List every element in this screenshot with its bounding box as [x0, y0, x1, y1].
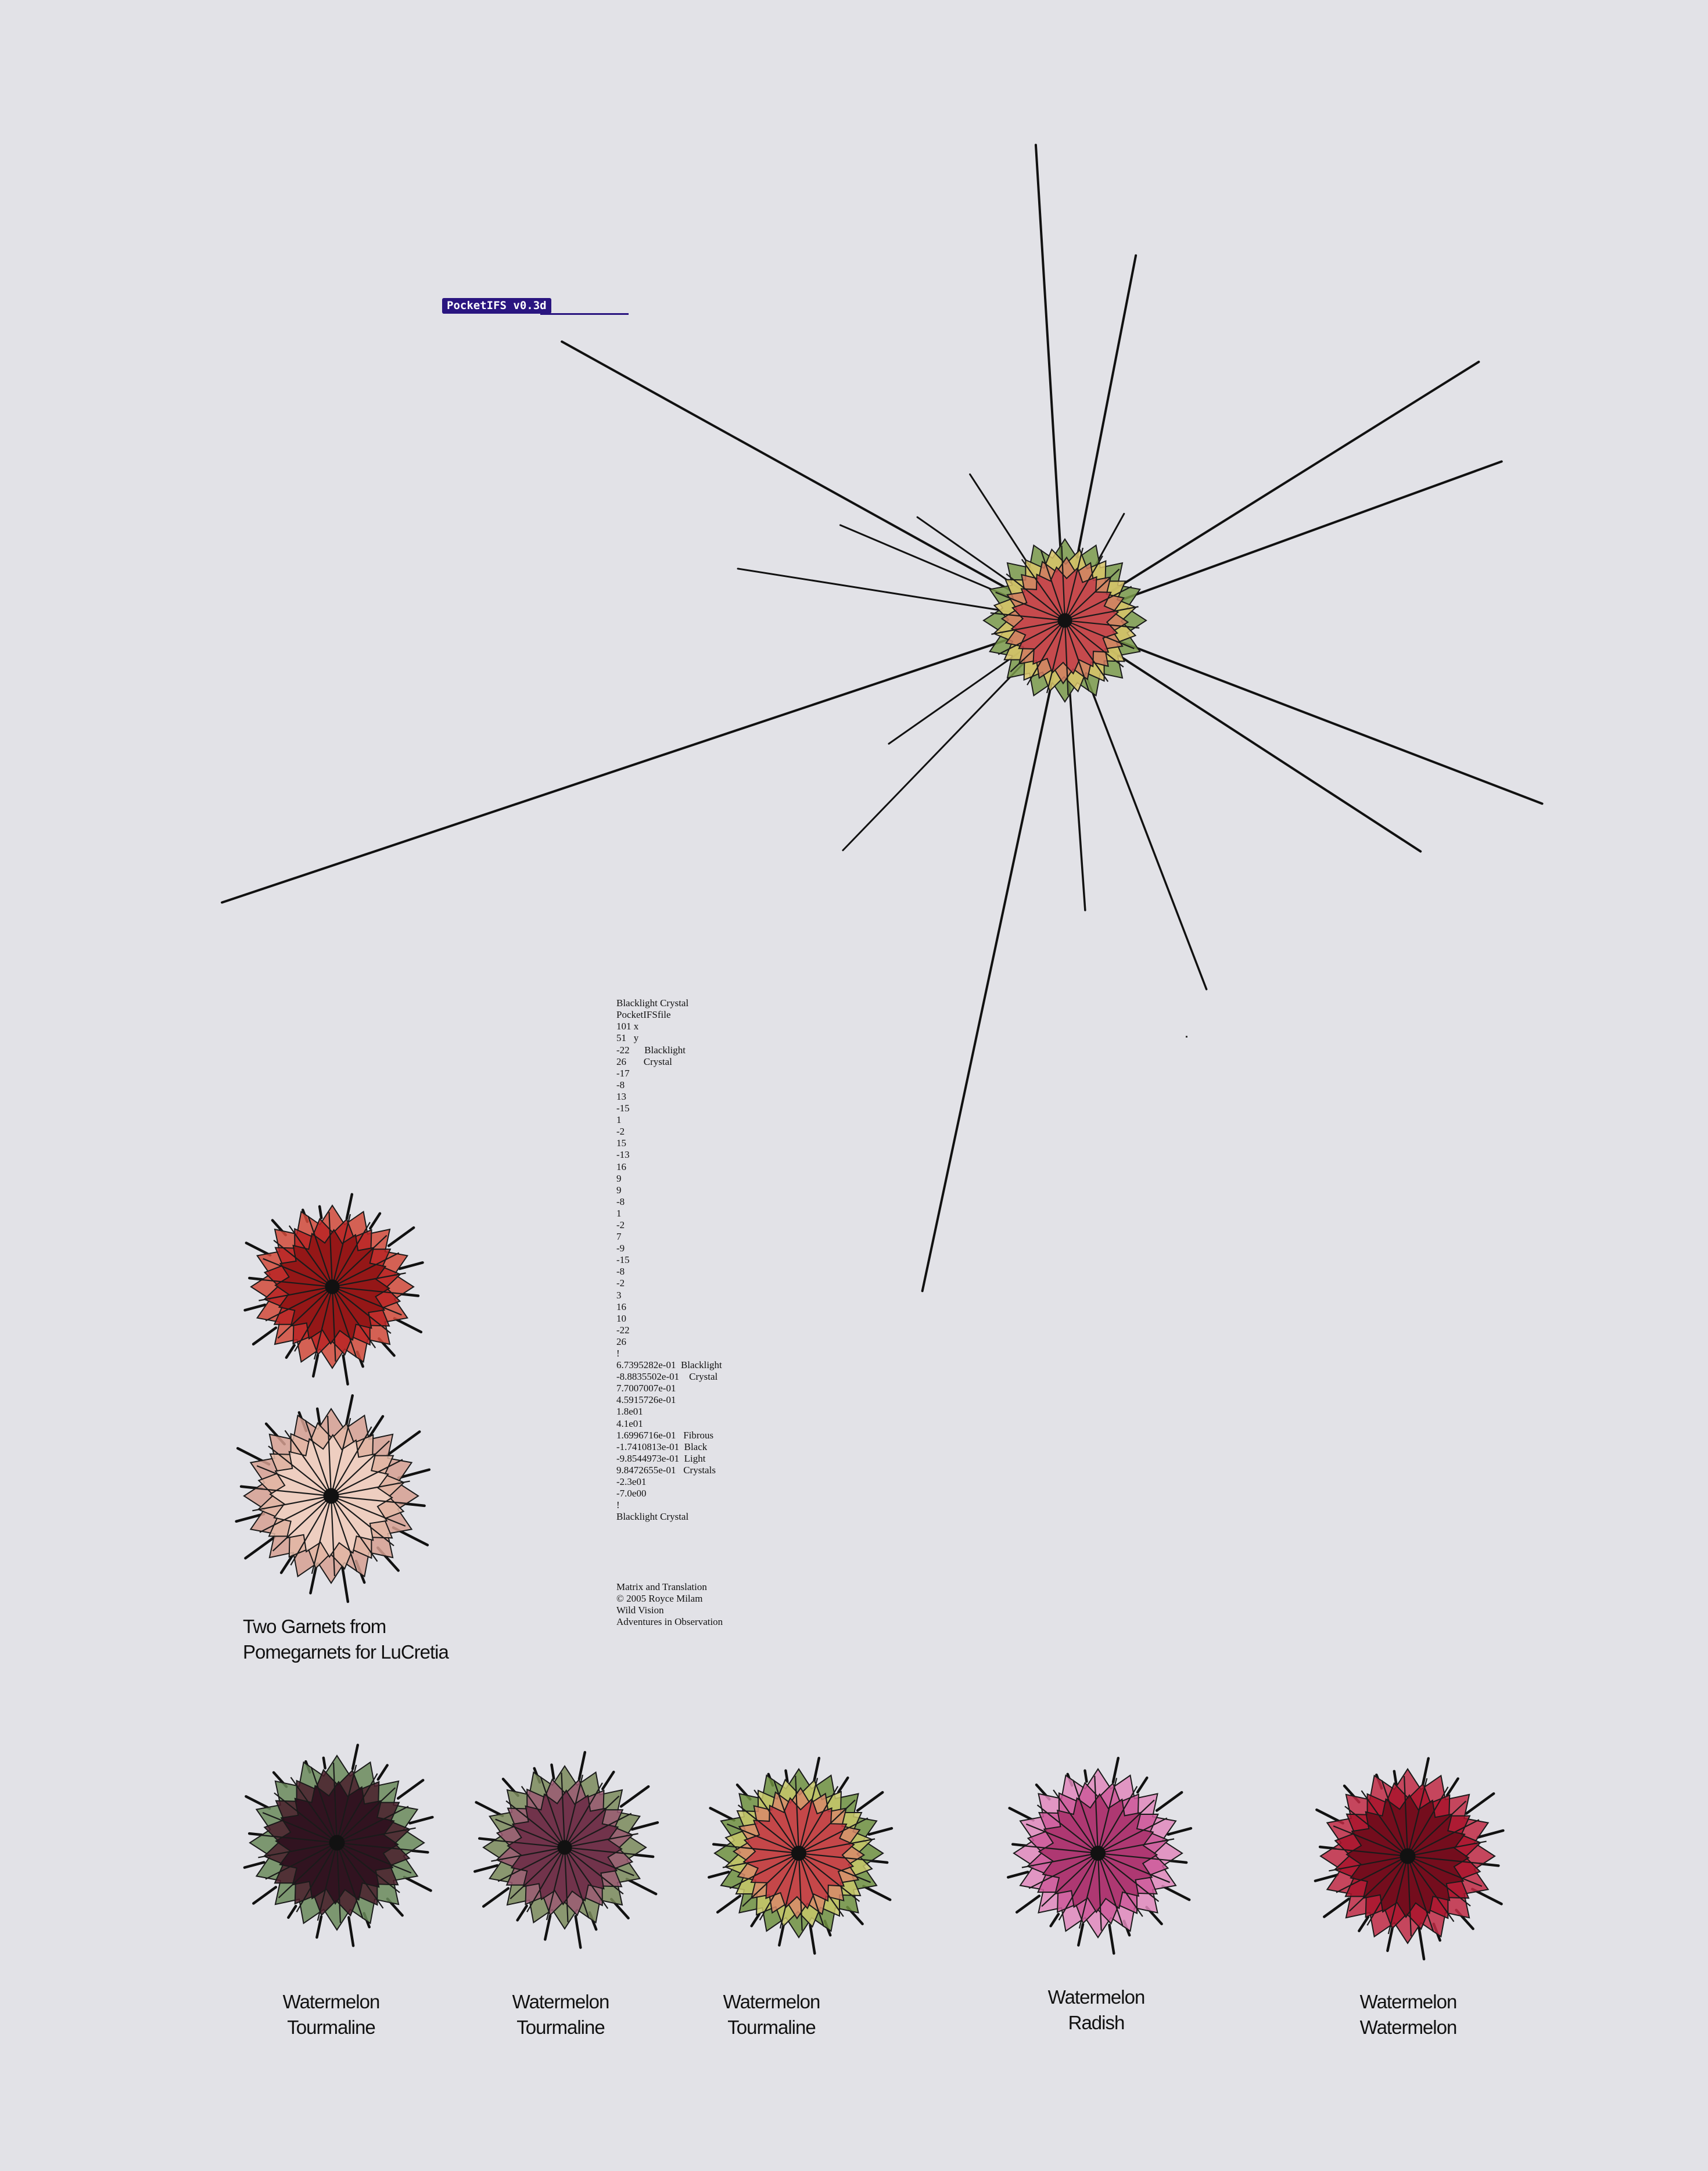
caption-line: Tourmaline [287, 2016, 375, 2038]
caption-line: Watermelon [1359, 2016, 1458, 2038]
watermelon-fractal [1314, 1757, 1505, 1961]
parameter-line: -9 [616, 1243, 625, 1254]
radish-fractal [1007, 1757, 1193, 1955]
parameter-line: 101 x [616, 1021, 639, 1032]
parameter-line: 15 [616, 1137, 626, 1149]
tourmaline-fractal [473, 1751, 659, 1949]
parameter-line: -22 [616, 1324, 630, 1336]
caption-watermelon-tourmaline-3: Watermelon Tourmaline [696, 1989, 847, 2040]
parameter-line: -15 [616, 1254, 630, 1266]
caption-line: Radish [1068, 2012, 1125, 2033]
parameter-footer-line: Matrix and Translation [616, 1581, 707, 1592]
parameter-line: 16 [616, 1161, 626, 1172]
parameter-line: -1.7410813e-01 Black [616, 1441, 708, 1452]
parameter-line: 6.7395282e-01 Blacklight [616, 1359, 722, 1371]
caption-line: Watermelon [282, 1991, 381, 2012]
caption-line: Pomegarnets for LuCretia [243, 1641, 449, 1663]
caption-two-garnets: Two Garnets from Pomegarnets for LuCreti… [243, 1614, 449, 1665]
parameter-line: -22 Blacklight [616, 1044, 686, 1056]
caption-line: Watermelon [512, 1991, 610, 2012]
parameter-line: 26 Crystal [616, 1056, 672, 1067]
parameter-line: -8 [616, 1266, 625, 1278]
parameter-line: 4.1e01 [616, 1418, 643, 1429]
parameter-line: -9.8544973e-01 Light [616, 1452, 706, 1464]
caption-line: Watermelon [1359, 1991, 1458, 2012]
parameter-line: ! [616, 1348, 620, 1359]
parameter-line: 9.8472655e-01 Crystals [616, 1464, 716, 1476]
parameter-line: PocketIFSfile [616, 1009, 671, 1021]
caption-watermelon-tourmaline-1: Watermelon Tourmaline [256, 1989, 407, 2040]
blacklight-crystal-fractal [221, 143, 1544, 1293]
caption-watermelon-radish: Watermelon Radish [1021, 1985, 1172, 2036]
caption-line: Two Garnets from [243, 1616, 386, 1637]
parameter-line: -8 [616, 1079, 625, 1090]
caption-line: Tourmaline [516, 2016, 605, 2038]
parameter-line: 3 [616, 1289, 622, 1301]
parameter-line: 16 [616, 1301, 626, 1312]
parameter-line: -8.8835502e-01 Crystal [616, 1371, 718, 1383]
app-version-badge: PocketIFS v0.3d [442, 298, 551, 314]
parameter-line: 1.8e01 [616, 1406, 643, 1418]
parameter-line: ! [616, 1499, 620, 1511]
caption-line: Tourmaline [727, 2016, 816, 2038]
parameter-line: -2.3e01 [616, 1476, 647, 1488]
parameter-line: -2 [616, 1126, 625, 1137]
parameter-line: 10 [616, 1312, 626, 1324]
caption-line: Watermelon [723, 1991, 821, 2012]
parameter-line: 1.6996716e-01 Fibrous [616, 1429, 714, 1441]
parameter-line: -17 [616, 1067, 630, 1079]
parameter-line: Blacklight Crystal [616, 1511, 689, 1523]
parameter-line: 9 [616, 1184, 622, 1196]
tourmaline-fractal [708, 1757, 894, 1955]
parameter-footer-line: Wild Vision [616, 1604, 664, 1616]
parameter-footer-line: © 2005 Royce Milam [616, 1592, 703, 1604]
parameter-line: 26 [616, 1336, 626, 1347]
parameter-line: -15 [616, 1103, 630, 1114]
parameter-line: -2 [616, 1219, 625, 1230]
parameter-line: -7.0e00 [616, 1488, 647, 1499]
parameter-footer-line: Adventures in Observation [616, 1616, 723, 1628]
parameter-line: -13 [616, 1149, 630, 1161]
parameter-footer: Matrix and Translation © 2005 Royce Milam… [616, 1581, 723, 1628]
parameter-line: 9 [616, 1172, 622, 1184]
parameter-line: 13 [616, 1090, 626, 1102]
garnet-fractal [235, 1394, 431, 1603]
caption-line: Watermelon [1047, 1986, 1146, 2008]
parameter-line: 1 [616, 1207, 622, 1219]
parameter-line: 1 [616, 1114, 622, 1126]
parameter-lines: Blacklight Crystal PocketIFSfile 101 x 51 y… [616, 997, 723, 1523]
stray-dot [1186, 1036, 1187, 1038]
parameter-line: Blacklight Crystal [616, 997, 689, 1009]
parameter-line: 7 [616, 1231, 622, 1243]
parameter-line: 51 y [616, 1032, 639, 1044]
caption-watermelon-watermelon: Watermelon Watermelon [1333, 1989, 1484, 2040]
parameter-line: -2 [616, 1278, 625, 1289]
garnet-fractal [243, 1193, 424, 1386]
parameter-line: 7.7007007e-01 [616, 1383, 676, 1394]
caption-watermelon-tourmaline-2: Watermelon Tourmaline [485, 1989, 636, 2040]
ifs-parameter-listing: Blacklight Crystal PocketIFSfile 101 x 51 y… [616, 974, 723, 1639]
parameter-line: -8 [616, 1196, 625, 1207]
parameter-line: 4.5915726e-01 [616, 1394, 676, 1406]
app-badge-underline [540, 313, 629, 315]
tourmaline-fractal [243, 1743, 434, 1947]
